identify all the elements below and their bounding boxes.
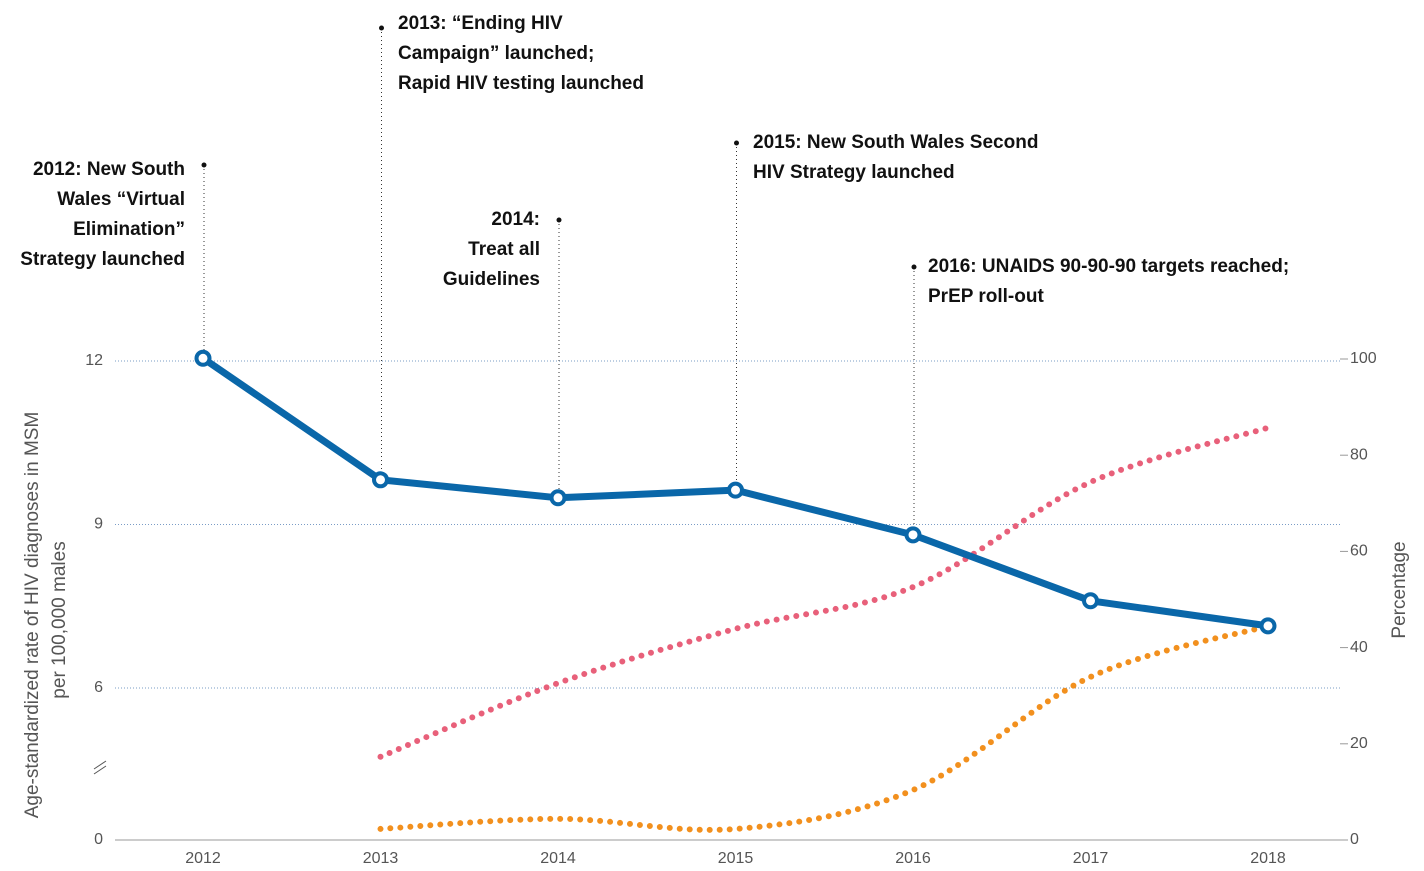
annotation-text: HIV Strategy launched bbox=[753, 162, 955, 183]
y2-tick-label: 20 bbox=[1350, 735, 1368, 752]
series-line bbox=[377, 424, 1271, 760]
y2-tick-label: 80 bbox=[1350, 446, 1368, 463]
x-tick-label: 2015 bbox=[718, 850, 754, 867]
y2-tick-label: 0 bbox=[1350, 831, 1359, 848]
annotation-text: 2013: “Ending HIV bbox=[398, 13, 563, 34]
point bbox=[727, 481, 744, 499]
point bbox=[1082, 592, 1099, 610]
x-tick-label: 2013 bbox=[363, 850, 399, 867]
y-tick-label: 12 bbox=[85, 352, 103, 369]
series-line bbox=[377, 622, 1271, 833]
y-axis-label: per 100,000 males bbox=[49, 541, 70, 698]
annotation-dot bbox=[201, 162, 207, 168]
point bbox=[904, 526, 922, 544]
annotation-text: 2012: New South bbox=[33, 159, 185, 180]
annotation-text: Guidelines bbox=[443, 269, 540, 290]
annotation-dot bbox=[911, 264, 917, 270]
annotation-text: 2015: New South Wales Second bbox=[753, 132, 1038, 153]
annotation-text: Strategy launched bbox=[20, 249, 185, 270]
annotation-text: 2014: bbox=[491, 209, 540, 230]
annotation-dot bbox=[734, 140, 739, 146]
annotation-text: Wales “Virtual bbox=[57, 189, 185, 210]
annotation-text: Elimination” bbox=[73, 219, 185, 240]
annotation-text: Rapid HIV testing launched bbox=[398, 73, 644, 94]
point bbox=[194, 349, 212, 367]
annotation-dot bbox=[379, 25, 384, 31]
y2-axis-label: Percentage bbox=[1389, 541, 1410, 638]
x-tick-label: 2012 bbox=[185, 850, 221, 867]
point bbox=[549, 489, 567, 507]
y-tick-label: 6 bbox=[94, 679, 103, 696]
x-tick-label: 2017 bbox=[1073, 850, 1109, 867]
annotation-dot bbox=[556, 217, 562, 223]
x-tick-label: 2018 bbox=[1250, 850, 1286, 867]
annotation-text: Treat all bbox=[468, 239, 540, 260]
y-axis-label: Age-standardized rate of HIV diagnoses i… bbox=[22, 412, 43, 819]
axis-break bbox=[93, 765, 107, 775]
point bbox=[372, 471, 389, 489]
y2-tick-label: 100 bbox=[1350, 350, 1377, 367]
y-tick-label: 9 bbox=[94, 516, 103, 533]
annotation-text: PrEP roll-out bbox=[928, 286, 1044, 307]
y2-tick-label: 60 bbox=[1350, 543, 1368, 560]
axis-break bbox=[93, 760, 107, 770]
x-tick-label: 2014 bbox=[540, 850, 576, 867]
x-tick-label: 2016 bbox=[895, 850, 931, 867]
y-tick-label: 0 bbox=[94, 831, 103, 848]
annotation-text: Campaign” launched; bbox=[398, 43, 594, 64]
point bbox=[1259, 617, 1277, 635]
annotation-text: 2016: UNAIDS 90-90-90 targets reached; bbox=[928, 256, 1289, 277]
y2-tick-label: 40 bbox=[1350, 639, 1368, 656]
